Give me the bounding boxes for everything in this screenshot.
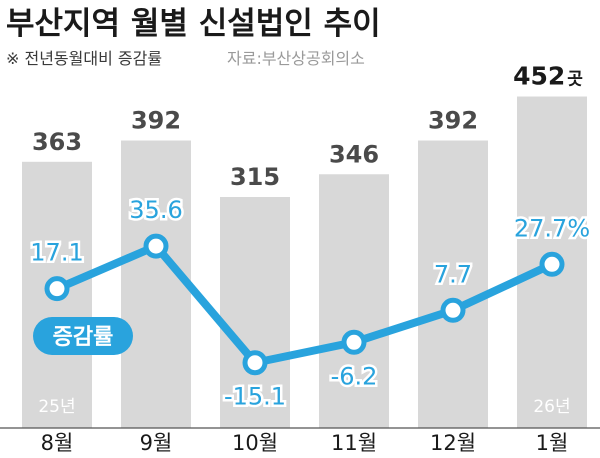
bar [418, 140, 488, 429]
chart-title: 부산지역 월별 신설법인 추이 [6, 6, 381, 42]
rate-value-label: -6.2 [331, 362, 378, 390]
series-legend-pill: 증감률 [33, 317, 133, 355]
rate-value-label: 35.6 [129, 196, 182, 224]
bar-value-label: 346 [329, 140, 379, 168]
chart-source: 자료:부산상공회의소 [227, 49, 365, 68]
bar [121, 140, 191, 429]
bar [220, 197, 290, 428]
rate-point [44, 276, 70, 302]
rate-value-label: -15.1 [224, 383, 286, 411]
x-tick-label: 10월 [232, 431, 278, 455]
bar-value-label: 315 [230, 163, 280, 191]
year-start-label: 25년 [38, 397, 75, 417]
legend-pill-bg [33, 317, 133, 355]
rate-value-label: 27.7% [514, 214, 590, 242]
rate-point [242, 350, 268, 376]
bar-value-label: 363 [32, 128, 82, 156]
rate-value-label: 17.1 [30, 239, 83, 267]
bar [319, 174, 389, 428]
year-end-label: 26년 [533, 397, 570, 417]
x-tick-label: 1월 [536, 431, 569, 455]
rate-line [53, 242, 556, 367]
legend-pill-label: 증감률 [53, 325, 114, 350]
rate-point [440, 297, 466, 323]
chart-note: ※ 전년동월대비 증감률 [6, 49, 162, 68]
rate-value-label: 7.7 [434, 260, 472, 288]
x-tick-label: 9월 [140, 431, 173, 455]
rate-point [143, 233, 169, 259]
x-tick-label: 11월 [331, 431, 377, 455]
rate-point [539, 251, 565, 277]
x-tick-label: 8월 [41, 431, 74, 455]
rate-point [341, 329, 367, 355]
bar-value-label: 452 곳 [513, 62, 583, 91]
bar-value-label: 392 [428, 107, 478, 135]
bar-value-label: 392 [131, 107, 181, 135]
x-tick-label: 12월 [430, 431, 476, 455]
bar-value-unit: 곳 [567, 70, 583, 90]
